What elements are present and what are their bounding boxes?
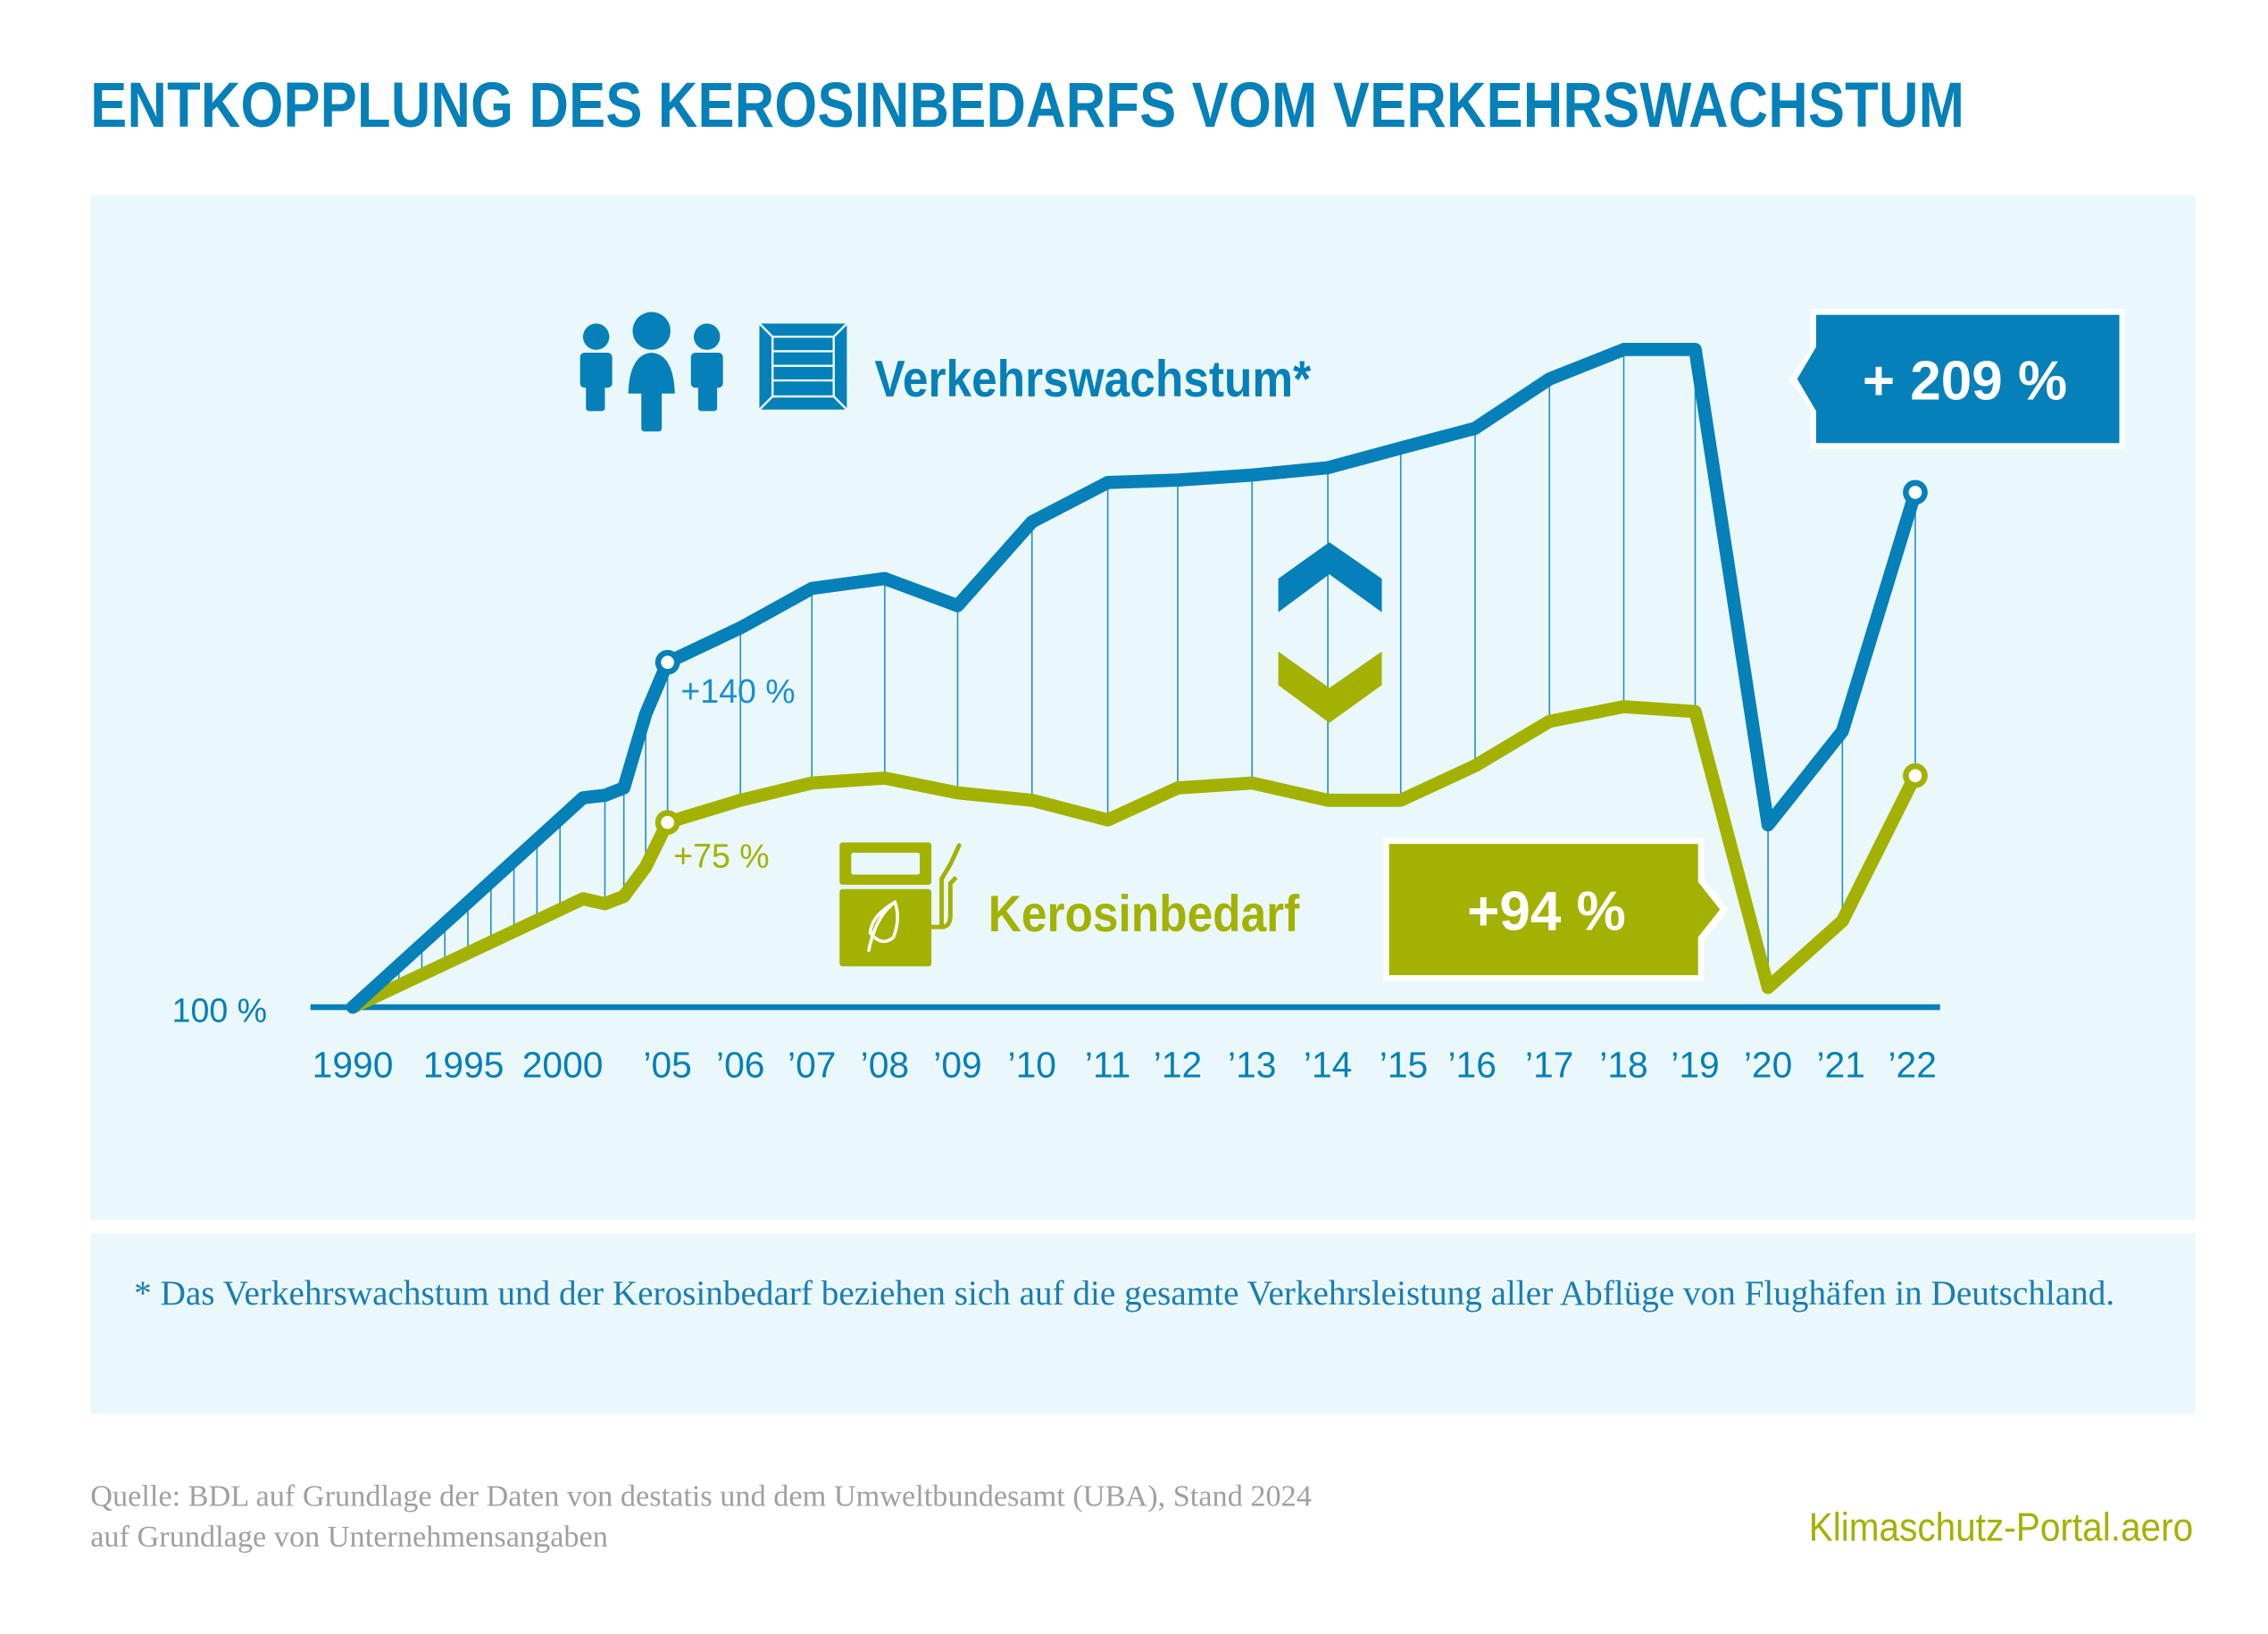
badge-kerosene-value: +94 % <box>1467 880 1626 942</box>
x-tick-label: ’19 <box>1671 1044 1719 1085</box>
x-tick-label: ’21 <box>1816 1044 1864 1085</box>
x-tick-label: ’16 <box>1447 1044 1496 1085</box>
x-tick-label: ’13 <box>1228 1044 1276 1085</box>
x-tick-label: ’05 <box>643 1044 691 1085</box>
legend-label-kerosinbedarf: Kerosinbedarf <box>988 886 1300 943</box>
series-line-kerosinbedarf <box>346 700 1922 1014</box>
x-tick-label: ’22 <box>1888 1044 1936 1085</box>
x-tick-label: ’10 <box>1008 1044 1056 1085</box>
x-tick-label: ’14 <box>1304 1044 1352 1085</box>
chevron-down-icon <box>1278 651 1382 723</box>
point-markers <box>655 479 1928 835</box>
legend-label-verkehrswachstum: Verkehrswachstum* <box>874 351 1311 408</box>
people-icon <box>580 312 723 432</box>
x-axis-tick-labels: 1990 1995 2000 ’05 ’06 ’07 ’08 ’09 ’10 ’11 ’12 ’13 ’… <box>313 1044 1937 1085</box>
x-tick-label: ’07 <box>788 1044 836 1085</box>
x-tick-label: ’20 <box>1744 1044 1792 1085</box>
x-tick-label: ’06 <box>716 1044 764 1085</box>
x-tick-label: ’17 <box>1525 1044 1573 1085</box>
marker-kerosene-2022 <box>1903 763 1928 788</box>
x-tick-label: 1990 <box>313 1044 394 1085</box>
x-tick-label: 1995 <box>423 1044 504 1085</box>
annotation-traffic-2005: +140 % <box>680 672 795 710</box>
baseline-label: 100 % <box>172 991 267 1029</box>
badge-traffic-total: + 209 % <box>1788 309 2126 449</box>
brand-logo-text[interactable]: Klimaschutz-Portal.aero <box>1809 1505 2194 1550</box>
marker-traffic-2022 <box>1903 479 1928 505</box>
source-line-1: Quelle: BDL auf Grundlage der Daten von … <box>90 1478 1312 1513</box>
footnote-text: * Das Verkehrswachstum und der Kerosinbe… <box>134 1275 2115 1313</box>
marker-kerosene-2005 <box>655 810 680 835</box>
x-tick-label: ’09 <box>933 1044 981 1085</box>
annotation-kerosene-2005: +75 % <box>673 837 769 874</box>
x-tick-label: ’18 <box>1599 1044 1647 1085</box>
chevron-up-icon <box>1278 542 1382 613</box>
footnote-panel <box>90 1233 2196 1414</box>
source-line-2: auf Grundlage von Unternehmensangaben <box>90 1518 608 1555</box>
series-line-verkehrswachstum <box>346 343 1922 1014</box>
x-tick-label: ’15 <box>1380 1044 1428 1085</box>
x-tick-label: ’12 <box>1154 1044 1202 1085</box>
difference-hatching <box>375 349 1916 996</box>
marker-traffic-2005 <box>655 649 680 675</box>
x-tick-label: ’11 <box>1085 1044 1130 1085</box>
badge-kerosene-total: +94 % <box>1383 838 1730 981</box>
fuel-pump-leaf-icon <box>839 842 962 967</box>
page-title: ENTKOPPLUNG DES KEROSINBEDARFS VOM VERKE… <box>90 70 1965 142</box>
x-tick-label: ’08 <box>861 1044 909 1085</box>
x-tick-label: 2000 <box>522 1044 604 1085</box>
cargo-crate-icon <box>758 322 848 411</box>
badge-traffic-value: + 209 % <box>1863 350 2067 412</box>
source-text: Quelle: BDL auf Grundlage der Daten von … <box>90 1475 1694 1556</box>
